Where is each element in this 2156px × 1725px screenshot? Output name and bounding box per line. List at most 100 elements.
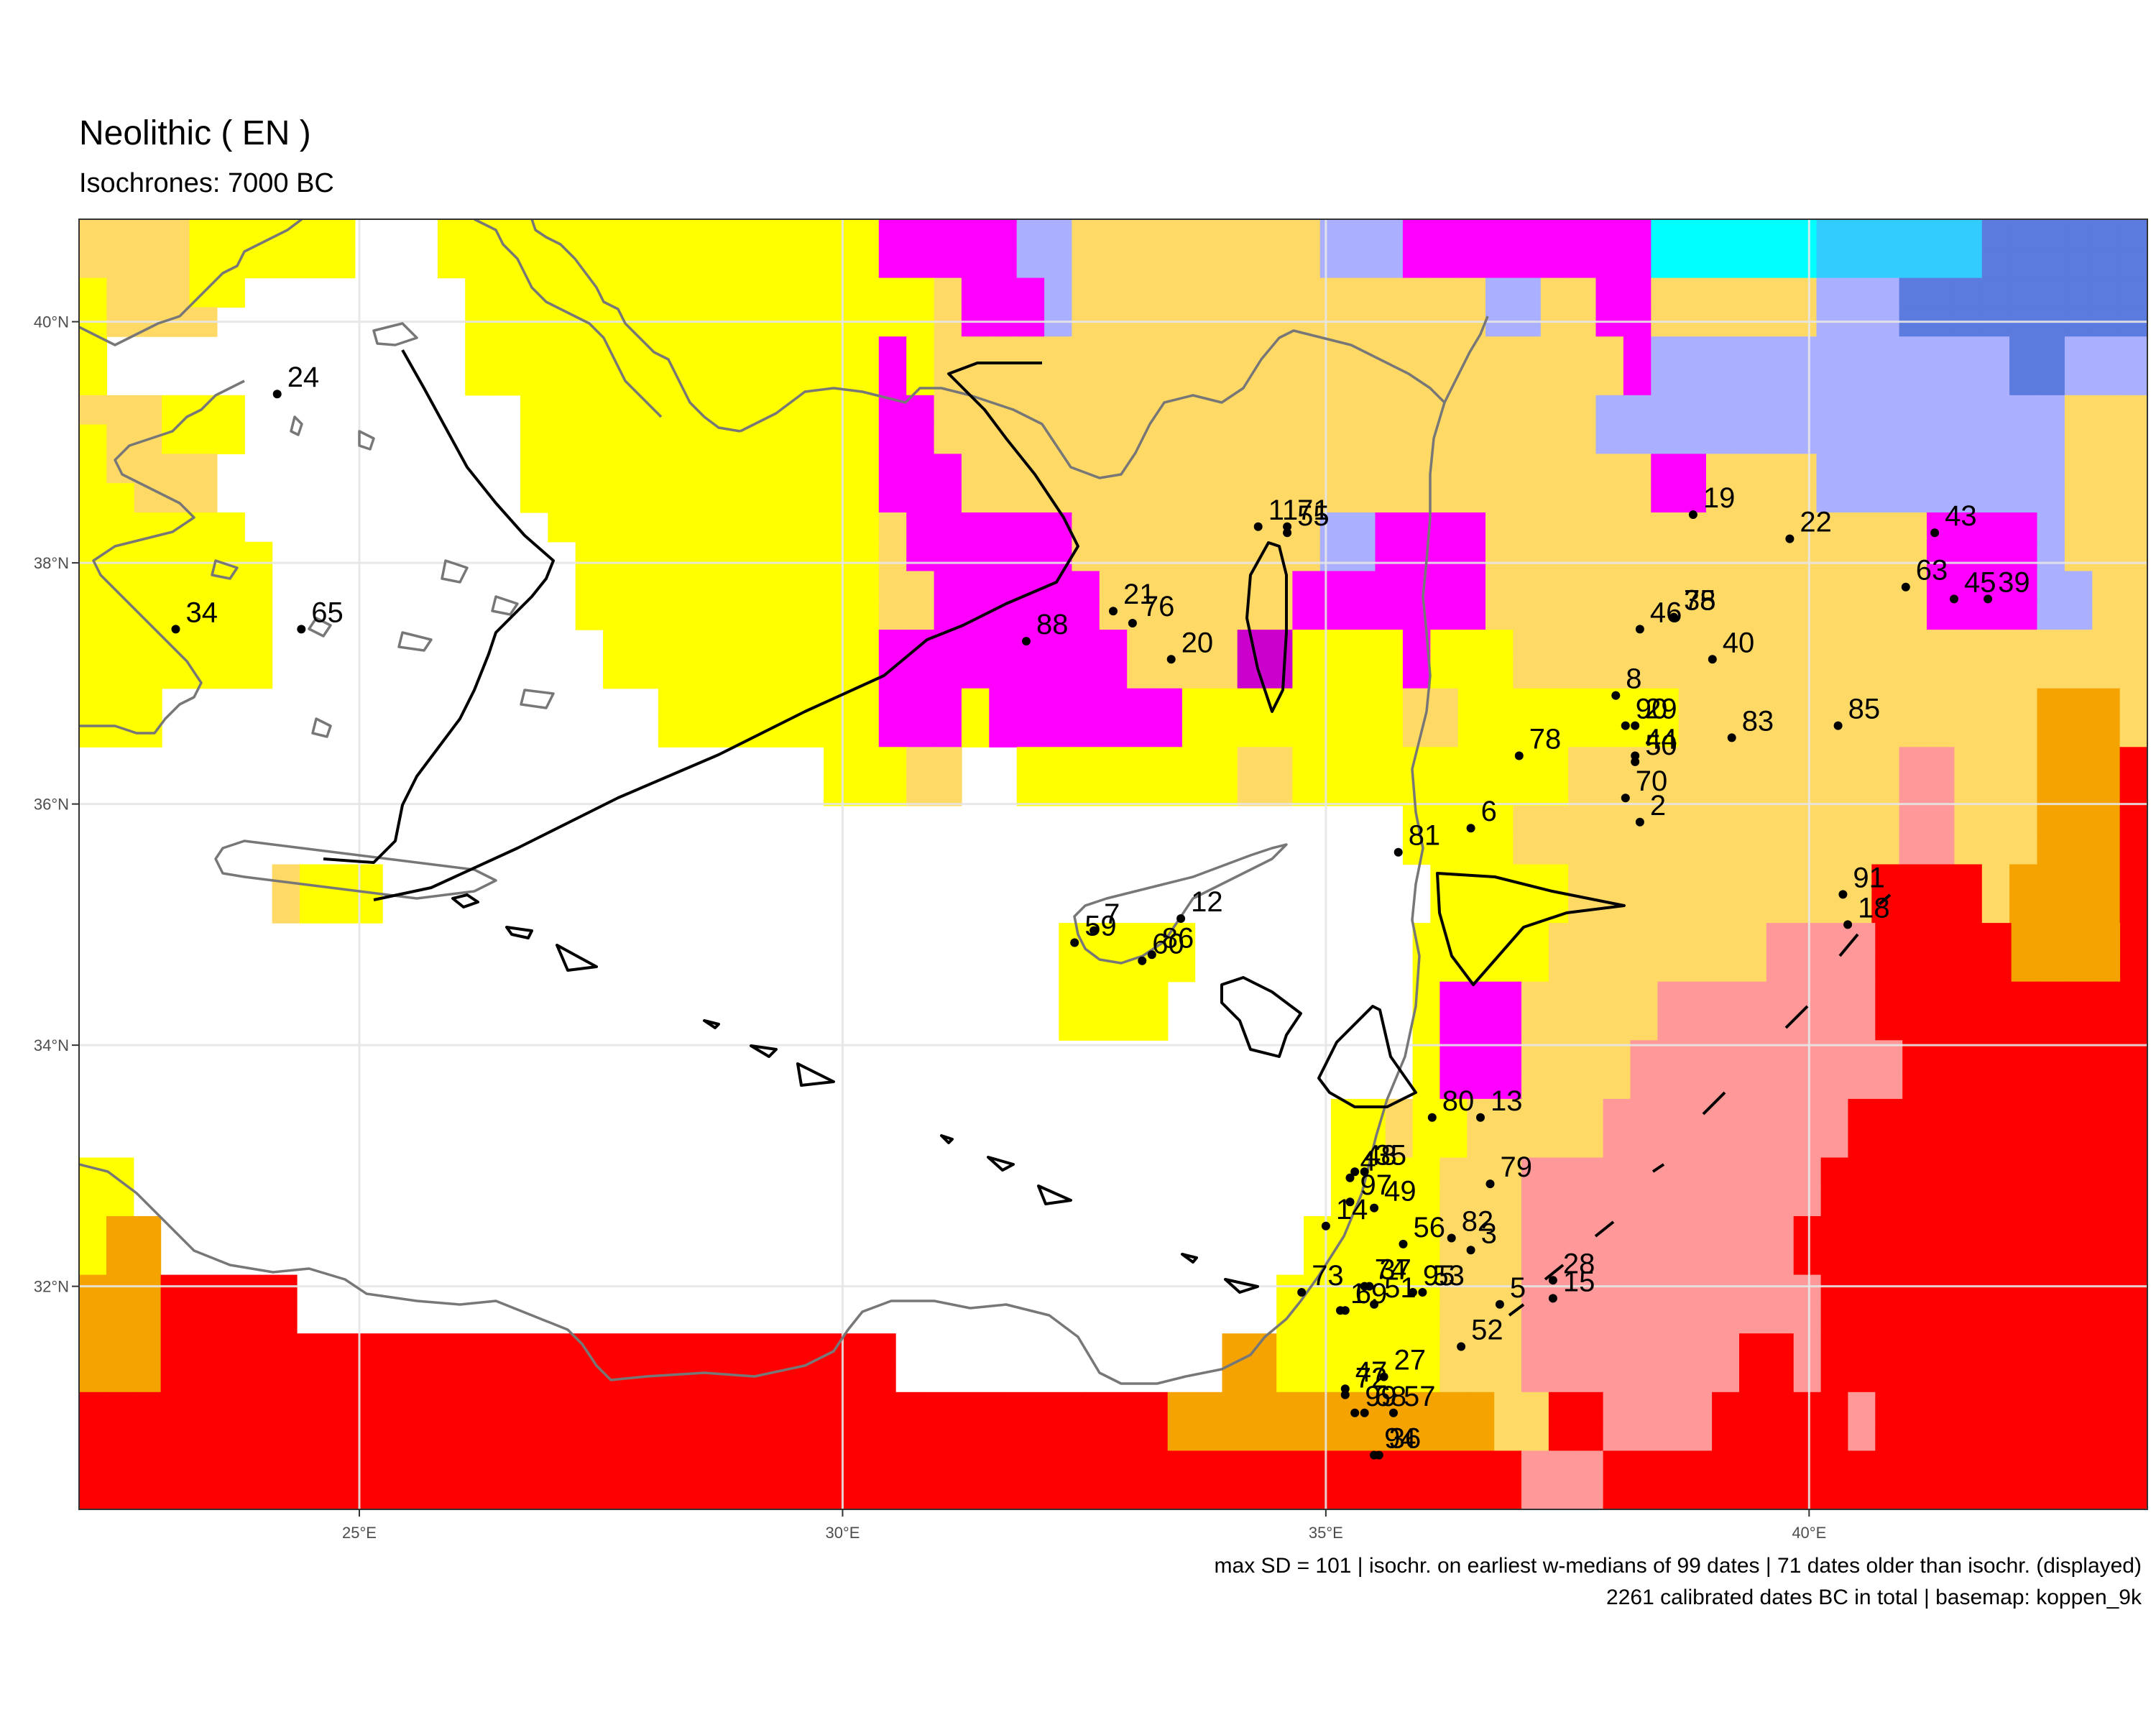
site-60: 60 [1138, 929, 1184, 965]
coast-north-africa [79, 316, 1489, 1385]
site-12: 12 [1176, 886, 1223, 923]
site-point [1370, 1300, 1379, 1309]
site-label: 29 [1645, 694, 1677, 725]
site-49: 49 [1370, 1176, 1416, 1213]
site-5: 5 [1495, 1272, 1526, 1309]
site-3: 3 [1466, 1218, 1497, 1255]
site-19: 19 [1688, 482, 1735, 519]
isochrone-syria-loop [1436, 872, 1626, 986]
x-tick-label: 40°E [1792, 1524, 1826, 1542]
site-label: 43 [1945, 500, 1977, 532]
site-label: 88 [1036, 609, 1069, 640]
site-72: 72 [1340, 1363, 1388, 1399]
site-label: 72 [1355, 1363, 1388, 1394]
site-point [1345, 1197, 1355, 1207]
site-78: 78 [1514, 724, 1561, 760]
site-point [1399, 1239, 1408, 1248]
site-label: 37 [1379, 1254, 1411, 1286]
site-label: 13 [1491, 1085, 1523, 1117]
x-tick-label: 35°E [1309, 1524, 1343, 1542]
site-label: 18 [1858, 892, 1890, 924]
site-label: 69 [1355, 1278, 1388, 1310]
site-85: 85 [1833, 694, 1881, 730]
site-label: 60 [1152, 929, 1184, 960]
site-90: 90 [1621, 694, 1667, 730]
site-point [1708, 655, 1717, 664]
y-tick-label: 38°N [34, 554, 69, 572]
island-g [308, 617, 332, 638]
site-point [1393, 847, 1403, 857]
isochrones [323, 349, 1892, 1317]
site-label: 85 [1848, 694, 1881, 725]
site-38: 38 [1669, 585, 1716, 622]
island-c [441, 559, 469, 584]
footer-line-1: max SD = 101 | isochr. on earliest w-med… [1214, 1554, 2142, 1578]
site-83: 83 [1727, 705, 1774, 742]
site-91: 91 [1838, 862, 1885, 899]
site-point [1984, 594, 1993, 604]
site-47: 47 [1340, 1356, 1387, 1394]
isochrone-tri-7 [987, 1156, 1015, 1172]
site-point [1297, 1288, 1307, 1297]
isochrone-tri-4 [750, 1044, 778, 1058]
site-label: 53 [1432, 1260, 1465, 1292]
isochrone-inner-loop [1245, 541, 1288, 713]
site-28: 28 [1548, 1248, 1595, 1285]
site-point [1360, 1282, 1369, 1291]
isochrone-levant-loop [1317, 1005, 1417, 1108]
site-point [1128, 619, 1137, 627]
site-73: 73 [1297, 1260, 1344, 1297]
site-40: 40 [1708, 627, 1755, 664]
site-6: 6 [1466, 796, 1497, 833]
site-point [1283, 528, 1292, 538]
x-tick-label: 25°E [342, 1524, 377, 1542]
site-label: 56 [1414, 1212, 1446, 1243]
site-label: 86 [1162, 922, 1194, 954]
site-53: 53 [1418, 1260, 1465, 1297]
site-69: 69 [1340, 1278, 1388, 1315]
site-45: 45 [1950, 566, 1996, 604]
isochrone-dash-7 [1544, 1264, 1565, 1281]
site-label: 55 [1297, 500, 1330, 532]
site-label: 6 [1481, 796, 1497, 827]
site-point [1466, 1246, 1475, 1255]
isochrone-dash-8 [1508, 1303, 1525, 1317]
site-46: 46 [1635, 597, 1682, 634]
y-tick-label: 36°N [34, 796, 69, 814]
site-point [1485, 1179, 1495, 1189]
site-point [1350, 1408, 1360, 1417]
island-h [372, 322, 418, 346]
site-label: 71 [1297, 494, 1330, 526]
site-81: 81 [1393, 820, 1440, 857]
site-point [1350, 1167, 1360, 1177]
site-label: 73 [1312, 1260, 1344, 1292]
site-label: 45 [1964, 566, 1996, 598]
site-label: 80 [1442, 1085, 1475, 1117]
site-label: 28 [1563, 1248, 1595, 1279]
site-point [1022, 637, 1031, 646]
site-27: 27 [1379, 1345, 1426, 1381]
island-b [358, 430, 375, 451]
footer-line-2: 2261 calibrated dates BC in total | base… [1606, 1586, 2142, 1609]
site-point [1843, 920, 1853, 929]
site-point [1166, 655, 1176, 664]
site-99: 99 [1350, 1381, 1397, 1417]
site-label: 83 [1742, 705, 1774, 737]
site-39: 39 [1984, 566, 2030, 604]
site-21: 21 [1109, 579, 1156, 616]
site-point [1418, 1288, 1427, 1297]
site-point [1389, 1408, 1398, 1417]
site-label: 40 [1723, 627, 1755, 658]
isochrone-crete-loop [451, 893, 479, 908]
coast-greece-a [79, 219, 303, 346]
site-56: 56 [1399, 1212, 1446, 1248]
site-63: 63 [1901, 555, 1948, 592]
site-label: 2 [1650, 790, 1666, 822]
site-88: 88 [1022, 609, 1069, 646]
site-59: 59 [1070, 911, 1117, 947]
y-tick-label: 32°N [34, 1278, 69, 1296]
site-94: 94 [1370, 1423, 1416, 1460]
site-label: 63 [1916, 555, 1948, 586]
axis-ticks: 25°E 30°E 35°E 40°E 32°N 34°N 36°N 38°N 40°N [34, 313, 1826, 1542]
site-2: 2 [1635, 790, 1666, 827]
